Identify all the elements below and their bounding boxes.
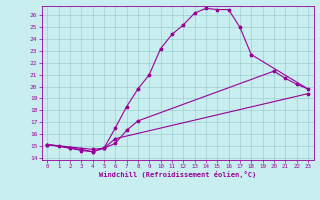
X-axis label: Windchill (Refroidissement éolien,°C): Windchill (Refroidissement éolien,°C): [99, 171, 256, 178]
